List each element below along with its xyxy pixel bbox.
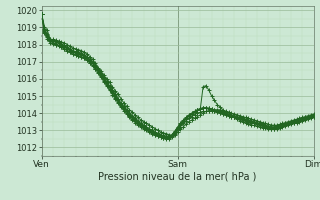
X-axis label: Pression niveau de la mer( hPa ): Pression niveau de la mer( hPa ) — [99, 172, 257, 182]
